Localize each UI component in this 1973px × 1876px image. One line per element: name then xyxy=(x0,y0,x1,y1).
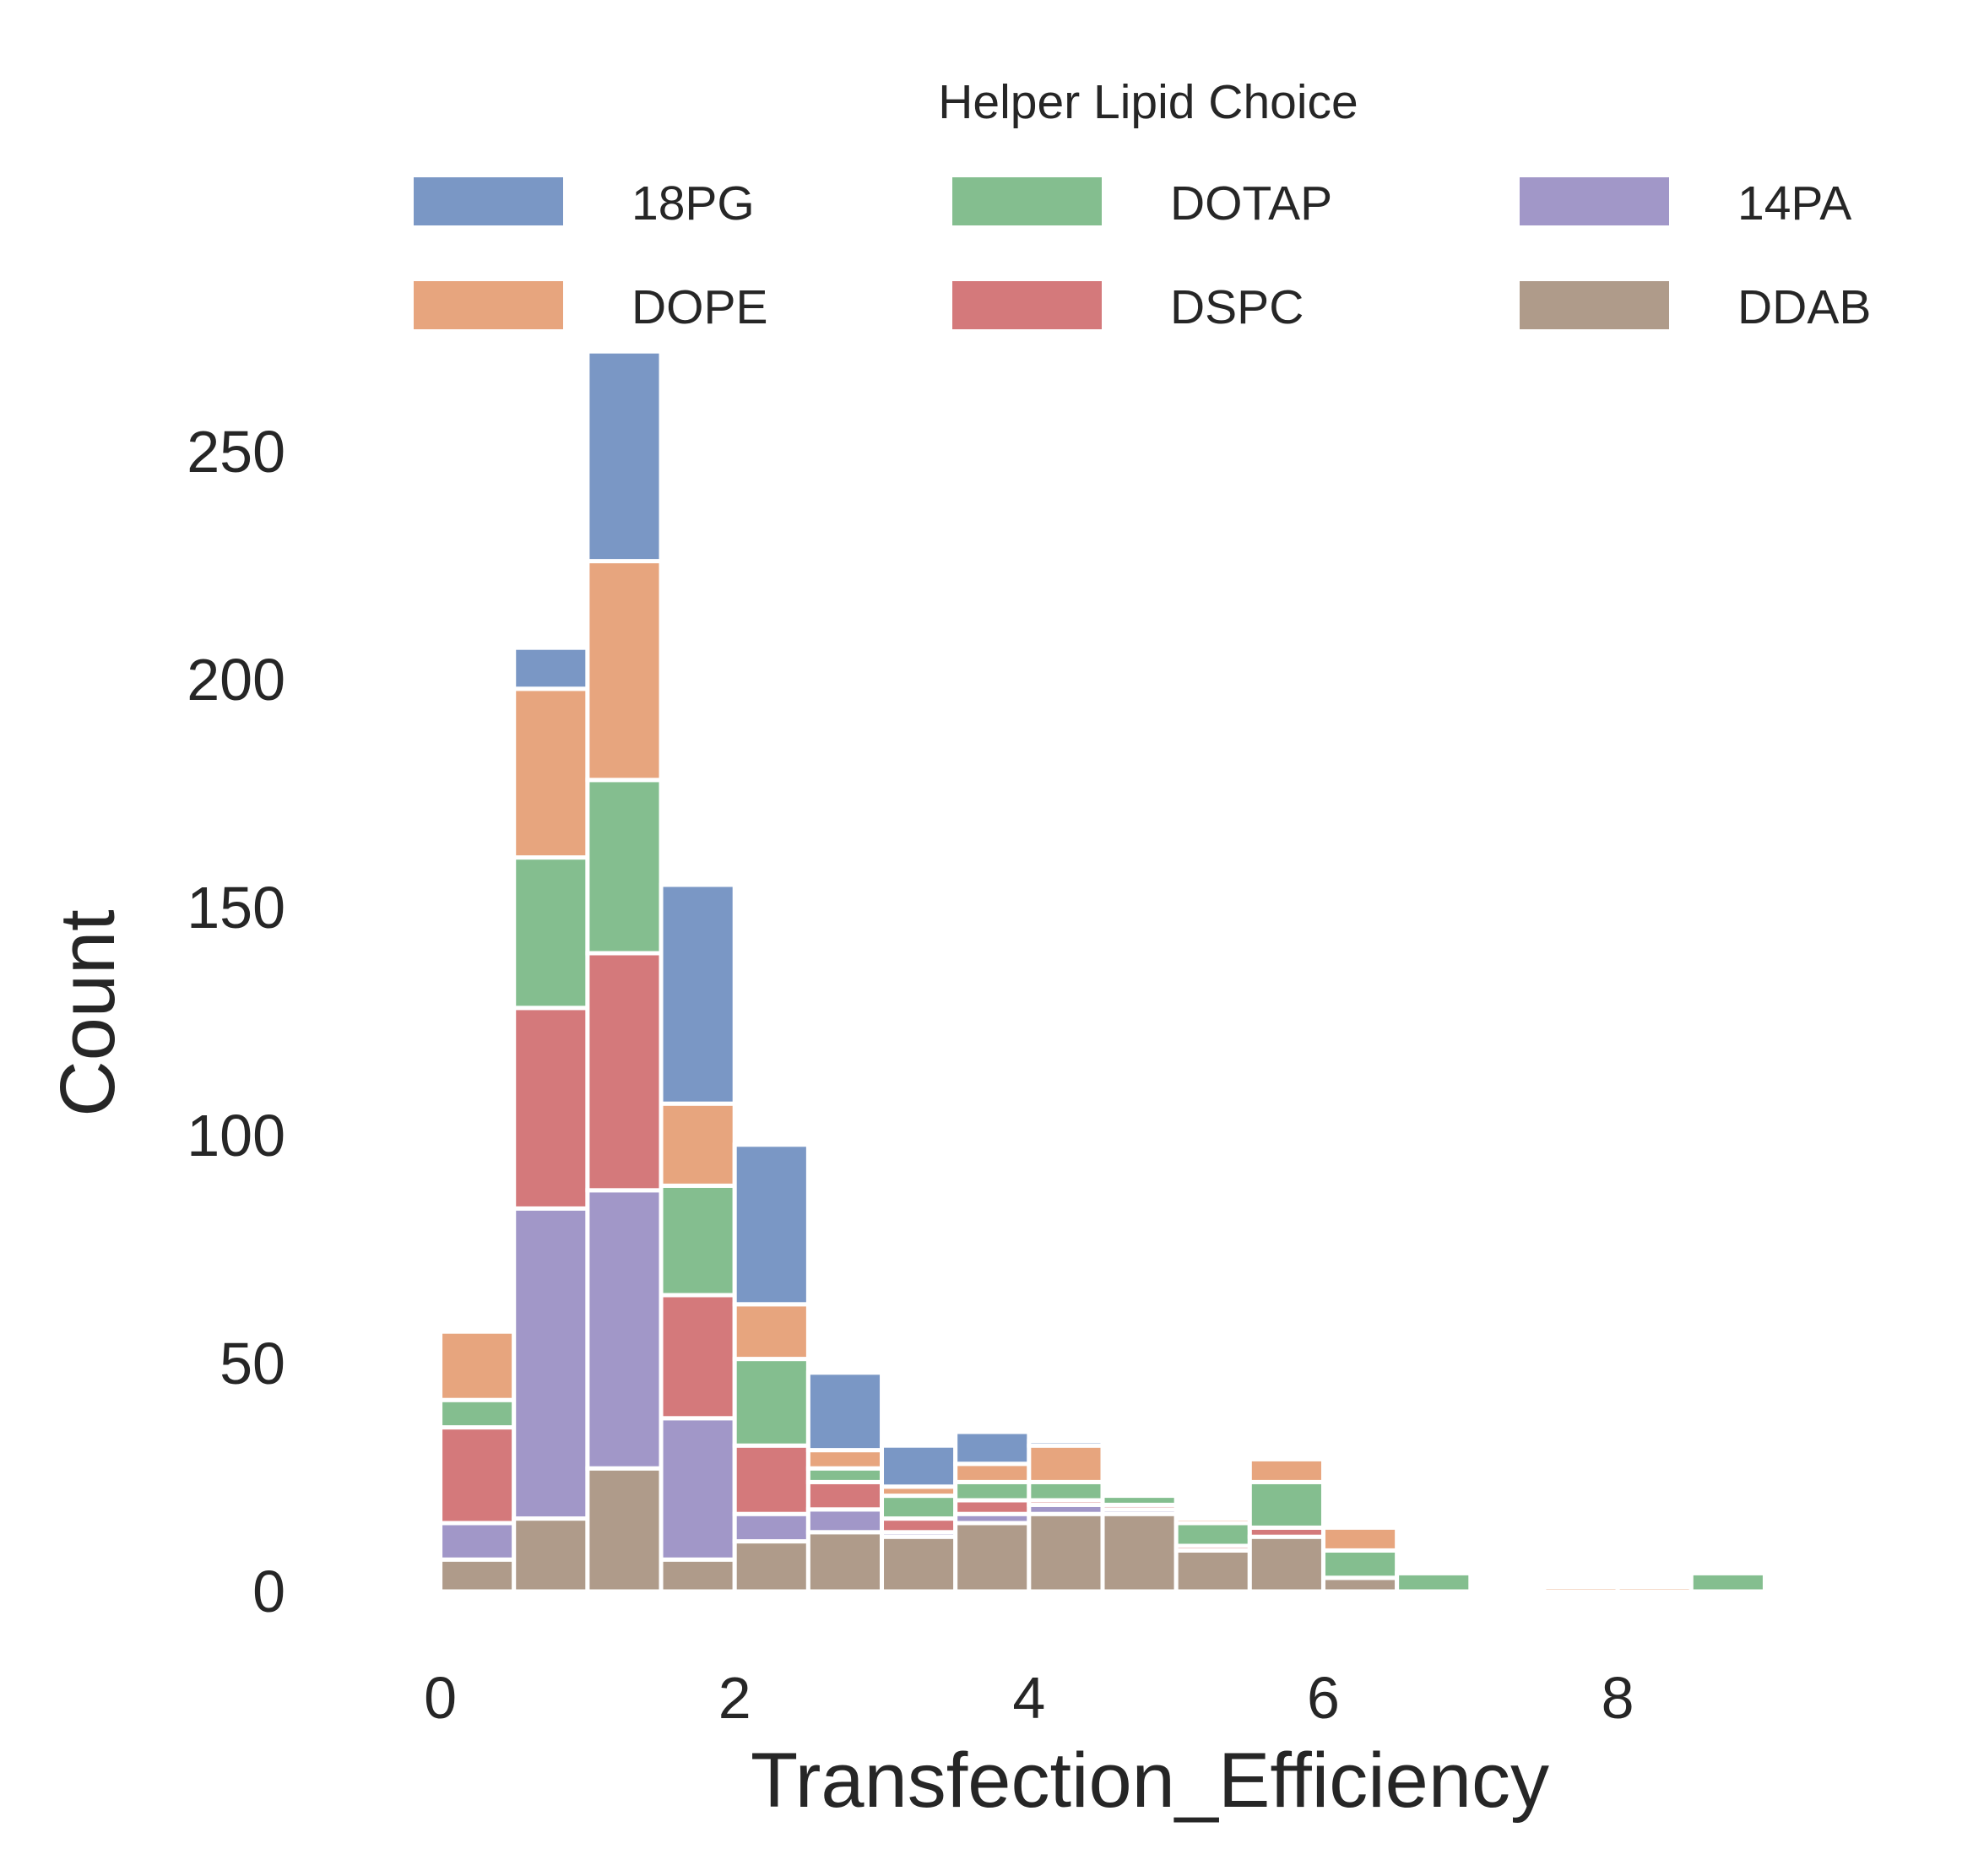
bar-dope-bin-4 xyxy=(732,1302,810,1362)
y-tick-label: 100 xyxy=(187,1103,285,1168)
x-tick-label: 8 xyxy=(1602,1665,1634,1731)
bar-dspc-bin-5 xyxy=(805,1479,885,1512)
bar-18pg-bin-7 xyxy=(953,1429,1032,1467)
bar-dope-bin-15 xyxy=(1542,1585,1620,1594)
bar-ddab-bin-3 xyxy=(659,1557,737,1594)
bar-14pa-bin-4 xyxy=(732,1511,810,1544)
bar-dspc-bin-0 xyxy=(438,1425,517,1526)
legend-item-18pg: 18PG xyxy=(414,176,755,230)
bars-layer xyxy=(438,349,1767,1594)
legend-swatch xyxy=(952,177,1102,225)
x-tick-label: 2 xyxy=(718,1665,751,1731)
y-tick-label: 250 xyxy=(187,419,285,485)
bar-14pa-bin-2 xyxy=(585,1188,664,1471)
bar-dotap-bin-3 xyxy=(659,1183,737,1298)
legend-title: Helper Lipid Choice xyxy=(938,75,1358,129)
y-axis-label: Count xyxy=(45,909,131,1117)
y-tick-label: 0 xyxy=(252,1559,285,1624)
bar-dope-bin-10 xyxy=(1174,1516,1252,1526)
x-tick-label: 4 xyxy=(1012,1665,1045,1731)
legend-swatch xyxy=(1520,281,1669,329)
bar-dope-bin-1 xyxy=(512,686,590,860)
bar-14pa-bin-0 xyxy=(438,1521,517,1562)
legend-label: 18PG xyxy=(631,176,755,230)
bar-dope-bin-8 xyxy=(1027,1443,1105,1484)
legend-swatch xyxy=(952,281,1102,329)
x-tick-label: 0 xyxy=(424,1665,457,1731)
legend-label: DDAB xyxy=(1737,280,1871,334)
bar-dope-bin-5 xyxy=(805,1448,885,1471)
bar-18pg-bin-1 xyxy=(512,645,590,691)
bar-dotap-bin-4 xyxy=(732,1357,810,1448)
bar-dope-bin-16 xyxy=(1615,1585,1694,1594)
bar-dope-bin-0 xyxy=(438,1329,517,1402)
legend-swatch xyxy=(414,281,563,329)
bar-ddab-bin-9 xyxy=(1100,1511,1179,1594)
legend-item-dspc: DSPC xyxy=(952,280,1304,334)
legend-item-14pa: 14PA xyxy=(1520,176,1851,230)
bar-18pg-bin-4 xyxy=(732,1142,810,1307)
bar-dotap-bin-13 xyxy=(1395,1570,1473,1594)
bar-ddab-bin-4 xyxy=(732,1539,810,1594)
y-tick-label: 50 xyxy=(220,1331,285,1396)
bar-14pa-bin-1 xyxy=(512,1206,590,1521)
bar-dope-bin-7 xyxy=(953,1461,1032,1484)
bar-dotap-bin-0 xyxy=(438,1397,517,1430)
bar-ddab-bin-0 xyxy=(438,1557,517,1594)
legend-item-dope: DOPE xyxy=(414,280,768,334)
bar-18pg-bin-3 xyxy=(659,882,737,1106)
bar-dspc-bin-4 xyxy=(732,1443,810,1516)
bar-ddab-bin-10 xyxy=(1174,1548,1252,1594)
bar-dope-bin-2 xyxy=(585,559,664,783)
bar-ddab-bin-7 xyxy=(953,1521,1032,1594)
x-tick-labels: 0 2 4 6 8 xyxy=(424,1665,1634,1731)
bar-dotap-bin-1 xyxy=(512,855,590,1011)
bar-ddab-bin-2 xyxy=(585,1466,664,1594)
legend-label: DSPC xyxy=(1170,280,1304,334)
bar-ddab-bin-8 xyxy=(1027,1511,1105,1594)
bar-ddab-bin-11 xyxy=(1247,1534,1325,1594)
bar-dotap-bin-17 xyxy=(1688,1570,1767,1594)
bar-14pa-bin-3 xyxy=(659,1416,737,1562)
bar-dotap-bin-6 xyxy=(880,1494,958,1521)
bar-dope-bin-3 xyxy=(659,1101,737,1188)
legend-swatch xyxy=(1520,177,1669,225)
bar-ddab-bin-6 xyxy=(880,1534,958,1594)
legend-items: 18PG DOPE DOTAP DSPC 14PA DDAB xyxy=(414,176,1871,334)
legend-label: DOPE xyxy=(631,280,768,334)
x-tick-label: 6 xyxy=(1307,1665,1340,1731)
bar-dotap-bin-11 xyxy=(1247,1479,1325,1530)
bar-dotap-bin-7 xyxy=(953,1479,1032,1503)
legend-swatch xyxy=(414,177,563,225)
legend-label: 14PA xyxy=(1737,176,1851,230)
bar-18pg-bin-6 xyxy=(880,1443,958,1489)
bar-18pg-bin-2 xyxy=(585,349,664,564)
bar-dspc-bin-2 xyxy=(585,951,664,1193)
bar-18pg-bin-5 xyxy=(805,1370,885,1453)
legend-label: DOTAP xyxy=(1170,176,1332,230)
y-tick-labels: 0 50 100 150 200 250 xyxy=(187,419,285,1624)
bar-dotap-bin-2 xyxy=(585,778,664,956)
y-tick-label: 200 xyxy=(187,647,285,713)
y-tick-label: 150 xyxy=(187,875,285,941)
bar-dspc-bin-1 xyxy=(512,1006,590,1211)
bar-14pa-bin-5 xyxy=(805,1507,885,1535)
bar-dotap-bin-8 xyxy=(1027,1479,1105,1503)
x-axis-label: Transfection_Efficiency xyxy=(751,1738,1549,1824)
bar-dotap-bin-10 xyxy=(1174,1521,1252,1548)
bar-dope-bin-12 xyxy=(1320,1525,1400,1553)
bar-ddab-bin-5 xyxy=(805,1530,885,1594)
legend-item-ddab: DDAB xyxy=(1520,280,1871,334)
bar-dotap-bin-12 xyxy=(1320,1548,1400,1581)
bar-18pg-bin-8 xyxy=(1027,1439,1105,1448)
bar-dotap-bin-9 xyxy=(1100,1494,1179,1507)
legend-item-dotap: DOTAP xyxy=(952,176,1332,230)
legend: Helper Lipid Choice 18PG DOPE DOTAP DSPC 14P… xyxy=(414,75,1871,334)
bar-ddab-bin-1 xyxy=(512,1516,590,1594)
bar-dope-bin-11 xyxy=(1247,1456,1325,1484)
bar-dspc-bin-3 xyxy=(659,1293,737,1421)
